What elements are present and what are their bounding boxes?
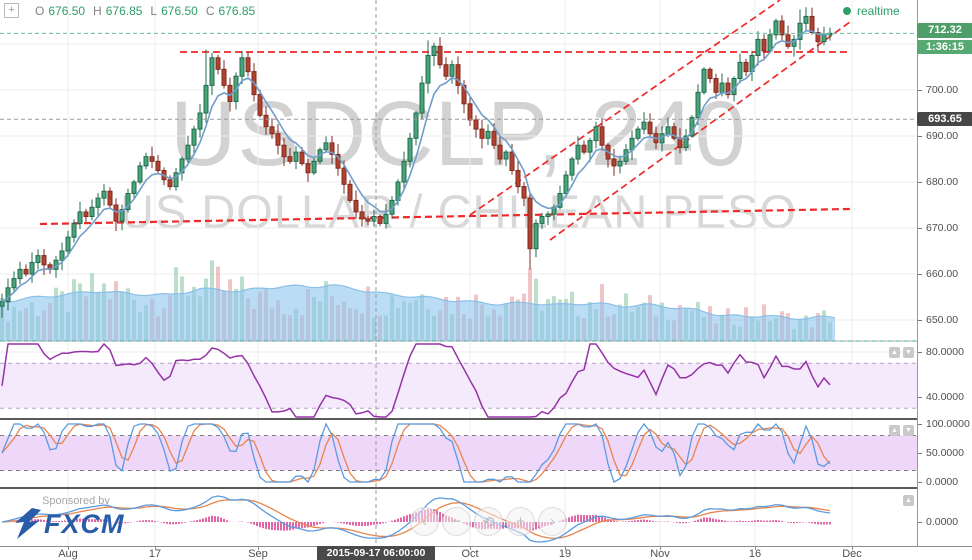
volume-ma-area [0, 284, 835, 341]
time-tick-label: Dec [842, 548, 862, 560]
time-tick-mark [258, 547, 259, 550]
time-tick-mark [852, 547, 853, 550]
fxcm-brand-label: FXCM [44, 508, 125, 539]
pane-expand-button[interactable]: ▼ [903, 347, 914, 358]
pane-collapse-button[interactable]: ▲ [889, 425, 900, 436]
rsi-band [0, 363, 917, 409]
price-tick-label: 700.00 [918, 84, 958, 96]
chart-nav-button[interactable]: › [538, 507, 567, 536]
time-tick-label: Aug [58, 548, 78, 560]
time-tick-label: Oct [461, 548, 479, 560]
close-label: C [205, 3, 215, 18]
last-price-label: 712.32 [917, 23, 972, 38]
time-tick-mark [470, 547, 471, 550]
price-tick-label: 80.0000 [918, 346, 964, 358]
time-tick-mark [755, 547, 756, 550]
open-value: 676.50 [48, 3, 86, 18]
sponsor-ad[interactable]: Sponsored by FXCM [10, 495, 125, 541]
time-axis[interactable]: 2015-09-17 06:00:00 Aug 17 Sep Oct 19 Nov 16 De… [0, 546, 972, 560]
pane-expand-button[interactable]: ▼ [903, 425, 914, 436]
price-tick-label: 690.00 [918, 130, 958, 142]
chart-nav-button[interactable]: ‹ [410, 507, 439, 536]
realtime-label: realtime [857, 4, 900, 18]
ma-line [1, 29, 831, 303]
price-tick-label: 680.00 [918, 176, 958, 188]
crosshair-time-label: 2015-09-17 06:00:00 [317, 546, 435, 560]
chart-nav-button[interactable]: + [506, 507, 535, 536]
stoch-k-line [1, 422, 831, 484]
pane-collapse-button[interactable]: ▲ [903, 495, 914, 506]
price-tick-label: 50.0000 [918, 447, 964, 459]
price-tick-label: 0.0000 [918, 476, 958, 488]
time-tick-mark [68, 547, 69, 550]
fxcm-logo-icon [15, 508, 41, 539]
chart-nav-button[interactable]: − [442, 507, 471, 536]
pane-collapse-button[interactable]: ▲ [889, 347, 900, 358]
bar-countdown-label: 1:36:15 [917, 40, 972, 54]
open-label: O [35, 3, 45, 18]
time-tick-mark [660, 547, 661, 550]
trendline-channel-upper [469, 0, 781, 216]
trendline-support [39, 207, 851, 226]
price-tick-label: 0.0000 [918, 516, 958, 528]
realtime-status: realtime [843, 4, 900, 18]
stoch-band [0, 435, 917, 471]
price-tick-label: 650.00 [918, 314, 958, 326]
time-tick-mark [565, 547, 566, 550]
price-tick-label: 40.0000 [918, 391, 964, 403]
high-label: H [93, 3, 102, 18]
time-tick-mark [155, 547, 156, 550]
candles [0, 7, 833, 318]
time-tick-label: 19 [558, 548, 572, 560]
price-axis[interactable]: 712.32 1:36:15 693.65 700.00 690.00 680.00… [917, 0, 972, 546]
crosshair-price-label: 693.65 [917, 112, 972, 126]
price-tick-label: 100.0000 [918, 418, 970, 430]
low-label: L [150, 3, 158, 18]
sponsored-by-label: Sponsored by [42, 495, 110, 507]
ohlc-readout: + O 676.50 H 676.85 L 676.50 C 676.85 [4, 3, 255, 18]
high-value: 676.85 [105, 3, 143, 18]
time-tick-label: 17 [148, 548, 162, 560]
price-tick-label: 670.00 [918, 222, 958, 234]
rsi-line [1, 342, 831, 418]
time-tick-label: Sep [248, 548, 268, 560]
realtime-dot-icon [843, 7, 851, 15]
time-tick-label: 16 [748, 548, 762, 560]
low-value: 676.50 [161, 3, 198, 18]
price-tick-label: 660.00 [918, 268, 958, 280]
compare-add-icon[interactable]: + [4, 3, 19, 18]
trendline-channel-lower [549, 21, 851, 241]
time-tick-label: Nov [650, 548, 670, 560]
close-value: 676.85 [218, 3, 256, 18]
chart-nav-button[interactable]: ⟲ [474, 507, 503, 536]
